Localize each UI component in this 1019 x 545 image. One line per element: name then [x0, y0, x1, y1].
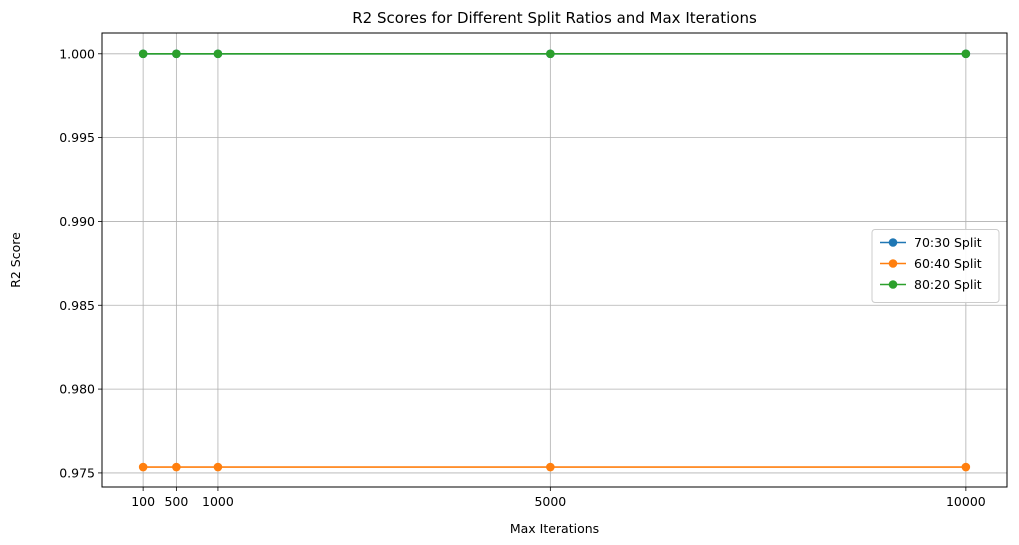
series-3: [138, 49, 971, 59]
series-point: [213, 462, 223, 472]
y-tick-label: 0.975: [59, 465, 95, 480]
legend-item: 70:30 Split: [880, 235, 982, 250]
series-point: [138, 462, 148, 472]
series-point: [213, 49, 223, 59]
y-axis-title: R2 Score: [8, 232, 23, 288]
series-point: [961, 462, 971, 472]
legend-item: 80:20 Split: [880, 277, 982, 292]
series-point: [546, 49, 555, 59]
legend-swatch-marker: [888, 259, 898, 268]
series-group: [138, 49, 971, 472]
x-tick-label: 100: [131, 494, 155, 509]
series-point: [172, 462, 181, 472]
plot-frame: [101, 32, 1008, 488]
y-tick-label: 0.985: [59, 298, 95, 313]
series-2: [138, 462, 971, 472]
y-tick-label: 0.995: [59, 130, 95, 145]
x-axis: 100 500 1000 5000 10000: [131, 487, 986, 509]
x-tick-label: 500: [164, 494, 188, 509]
series-point: [546, 462, 555, 472]
y-axis: 0.975 0.980 0.985 0.990 0.995 1.000: [59, 46, 102, 480]
x-tick-label: 5000: [534, 494, 566, 509]
y-tick-label: 0.990: [59, 214, 95, 229]
legend-item: 60:40 Split: [880, 256, 982, 271]
legend-label: 60:40 Split: [914, 256, 982, 271]
x-tick-label: 1000: [202, 494, 234, 509]
series-point: [961, 49, 971, 59]
legend-swatch-marker: [888, 238, 898, 247]
legend: 70:30 Split 60:40 Split 80:20 Split: [871, 229, 1000, 303]
y-tick-label: 0.980: [59, 382, 95, 397]
legend-swatch-marker: [888, 280, 898, 289]
x-tick-label: 10000: [946, 494, 986, 509]
chart-title: R2 Scores for Different Split Ratios and…: [352, 9, 757, 27]
y-tick-label: 1.000: [59, 46, 95, 61]
x-axis-title: Max Iterations: [510, 521, 599, 536]
series-point: [172, 49, 181, 59]
legend-label: 80:20 Split: [914, 277, 982, 292]
series-point: [138, 49, 148, 59]
legend-label: 70:30 Split: [914, 235, 982, 250]
